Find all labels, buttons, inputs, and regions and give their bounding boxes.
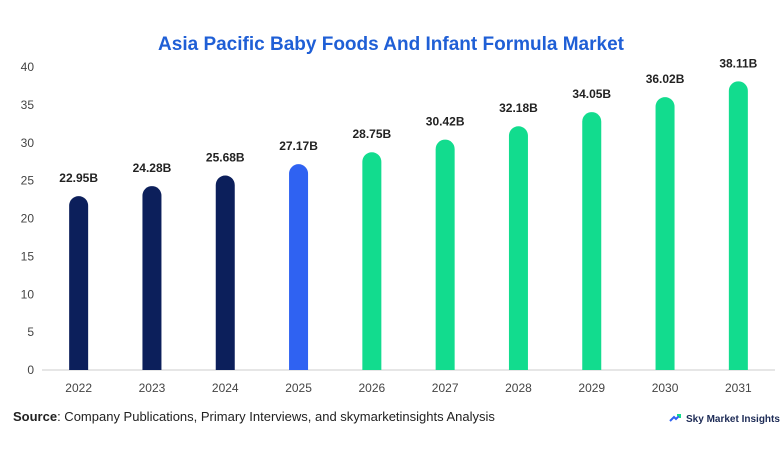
x-tick-label: 2030 bbox=[652, 381, 679, 395]
bar-2026 bbox=[362, 152, 382, 370]
y-tick-label: 25 bbox=[21, 174, 35, 188]
y-tick-label: 5 bbox=[27, 325, 34, 339]
y-tick-label: 10 bbox=[21, 287, 35, 301]
data-label-2028: 32.18B bbox=[499, 101, 538, 115]
x-tick-label: 2022 bbox=[65, 381, 92, 395]
data-label-2029: 34.05B bbox=[572, 87, 611, 101]
x-axis: 2022 2023 2024 2025 2026 2027 2028 2029 2030 2031 bbox=[65, 381, 752, 395]
x-tick-label: 2031 bbox=[725, 381, 752, 395]
x-tick-label: 2024 bbox=[212, 381, 239, 395]
data-label-2031: 38.11B bbox=[719, 56, 757, 70]
bars: 22.95B 24.28B 25.68B 27.17B 28.75B 30.42B 32.1… bbox=[59, 56, 758, 371]
data-label-2027: 30.42B bbox=[426, 115, 465, 129]
bar-2023 bbox=[142, 186, 162, 370]
x-tick-label: 2025 bbox=[285, 381, 312, 395]
data-label-2026: 28.75B bbox=[352, 127, 391, 141]
y-tick-label: 15 bbox=[21, 249, 35, 263]
chart-title: Asia Pacific Baby Foods And Infant Formu… bbox=[158, 34, 624, 55]
bar-2031 bbox=[728, 81, 748, 371]
source-text: : Company Publications, Primary Intervie… bbox=[57, 409, 495, 424]
x-tick-label: 2027 bbox=[432, 381, 459, 395]
x-tick-label: 2028 bbox=[505, 381, 532, 395]
y-tick-label: 30 bbox=[21, 136, 35, 150]
data-label-2024: 25.68B bbox=[206, 150, 245, 164]
x-tick-label: 2023 bbox=[139, 381, 166, 395]
sky-market-insights-logo-icon bbox=[669, 414, 681, 422]
brand-logo: Sky Market Insights bbox=[668, 412, 780, 426]
y-tick-label: 20 bbox=[21, 212, 35, 226]
x-tick-label: 2029 bbox=[578, 381, 605, 395]
data-label-2023: 24.28B bbox=[133, 161, 172, 175]
bar-2029 bbox=[582, 112, 602, 370]
y-axis: 0 5 10 15 20 25 30 35 40 bbox=[21, 60, 35, 377]
brand-name: Sky Market Insights bbox=[686, 413, 780, 425]
source-label: Source bbox=[13, 409, 58, 424]
data-label-2030: 36.02B bbox=[646, 72, 685, 86]
bar-2022 bbox=[69, 196, 89, 370]
data-label-2025: 27.17B bbox=[279, 139, 318, 153]
bar-2025 bbox=[289, 164, 309, 370]
y-tick-label: 0 bbox=[27, 363, 34, 377]
y-tick-label: 35 bbox=[21, 98, 35, 112]
data-label-2022: 22.95B bbox=[59, 171, 98, 185]
bar-2030 bbox=[655, 97, 675, 370]
source-note: Source: Company Publications, Primary In… bbox=[13, 409, 495, 424]
x-tick-label: 2026 bbox=[358, 381, 385, 395]
y-tick-label: 40 bbox=[21, 60, 35, 74]
bar-2028 bbox=[508, 126, 528, 370]
bar-2027 bbox=[435, 139, 455, 370]
bar-2024 bbox=[215, 175, 235, 370]
